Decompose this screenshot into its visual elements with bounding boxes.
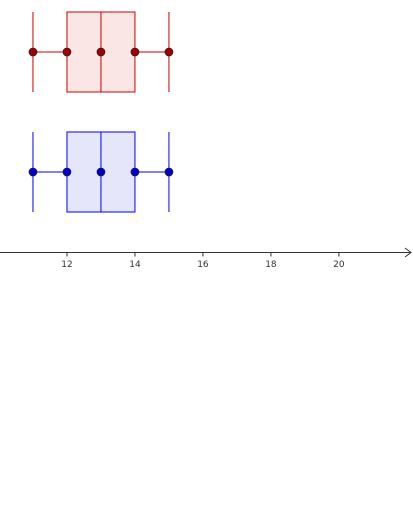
point <box>96 167 106 177</box>
x-tick-label: 14 <box>129 260 141 270</box>
point <box>96 47 106 57</box>
x-tick-label: 16 <box>197 260 209 270</box>
axis-arrow <box>404 247 412 258</box>
point <box>130 167 140 177</box>
point <box>130 47 140 57</box>
x-tick-label: 18 <box>265 260 277 270</box>
x-tick-label: 12 <box>61 260 72 270</box>
point <box>28 167 38 177</box>
x-tick-label: 20 <box>333 260 345 270</box>
point <box>28 47 38 57</box>
point <box>62 167 72 177</box>
point <box>164 47 174 57</box>
point <box>62 47 72 57</box>
point <box>164 167 174 177</box>
